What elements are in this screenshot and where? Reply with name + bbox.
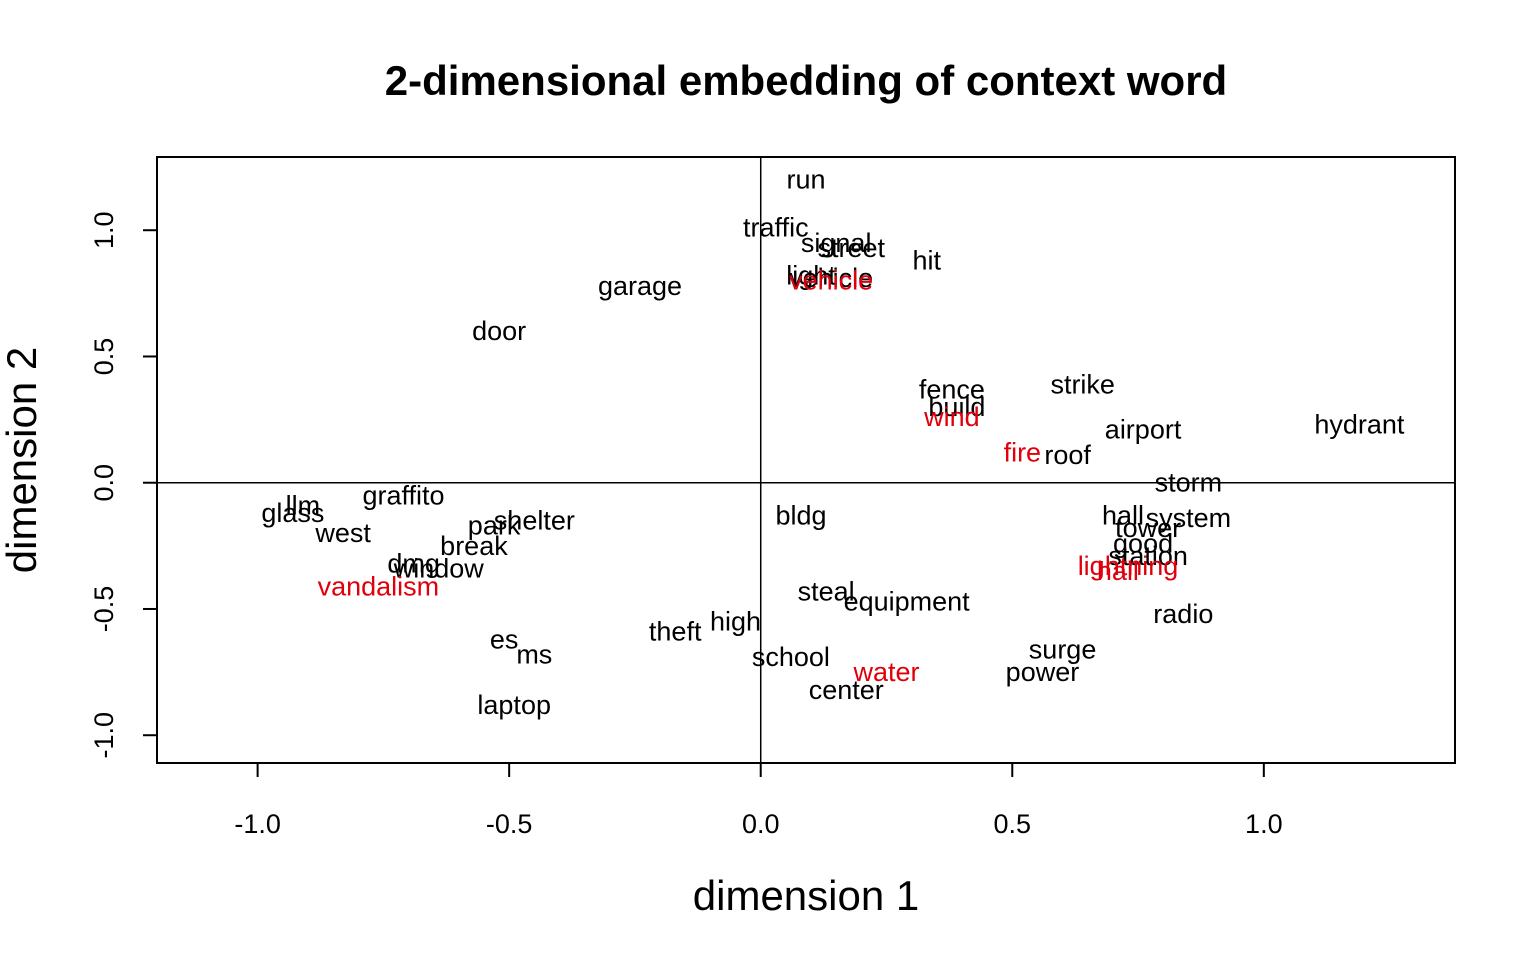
- x-axis-title: dimension 1: [693, 872, 919, 919]
- context-word-label: equipment: [844, 586, 971, 616]
- y-tick-label: 0.0: [89, 464, 119, 502]
- context-word-label: glass: [261, 498, 324, 528]
- context-word-label: park: [468, 511, 521, 541]
- context-word-label: garage: [598, 271, 682, 301]
- context-word-label: break: [440, 531, 508, 561]
- peril-word-label: vandalism: [318, 571, 440, 601]
- x-tick-label: -1.0: [234, 809, 281, 839]
- y-tick-label: -0.5: [89, 586, 119, 633]
- peril-word-label: lightning: [1078, 551, 1179, 581]
- context-word-label: hall: [1102, 501, 1144, 531]
- context-word-label: airport: [1105, 415, 1182, 445]
- context-word-label: west: [314, 518, 371, 548]
- context-word-label: power: [1006, 657, 1080, 687]
- context-word-label: station: [1108, 541, 1188, 571]
- context-word-label: window: [393, 554, 485, 584]
- x-tick-label: -0.5: [486, 809, 533, 839]
- context-word-label: hit: [912, 246, 941, 276]
- context-word-label: vehicle: [789, 263, 873, 293]
- chart-title: 2-dimensional embedding of context word: [385, 57, 1227, 104]
- context-word-label: es: [490, 624, 519, 654]
- context-word-label: llm: [286, 490, 321, 520]
- peril-word-label: hail: [1097, 556, 1139, 586]
- context-word-label: radio: [1153, 599, 1213, 629]
- context-word-label: roof: [1044, 440, 1091, 470]
- peril-word-label: wind: [923, 402, 980, 432]
- context-word-label: surge: [1029, 634, 1097, 664]
- context-word-label: build: [928, 392, 985, 422]
- context-word-label: street: [818, 233, 886, 263]
- context-word-label: dmg: [387, 549, 440, 579]
- y-axis-title: dimension 2: [0, 347, 45, 573]
- context-word-label: center: [809, 675, 884, 705]
- x-tick-label: 1.0: [1245, 809, 1283, 839]
- context-word-label: run: [786, 165, 825, 195]
- context-word-label: steal: [798, 576, 855, 606]
- context-word-label: shelter: [494, 506, 575, 536]
- y-tick-label: 0.5: [89, 338, 119, 376]
- context-word-label: door: [472, 316, 526, 346]
- peril-word-label: fire: [1004, 437, 1042, 467]
- context-word-label: ms: [516, 639, 552, 669]
- context-word-label: theft: [649, 617, 702, 647]
- context-word-label: good: [1113, 528, 1173, 558]
- context-word-label: laptop: [477, 690, 551, 720]
- context-word-label: fence: [919, 374, 985, 404]
- context-word-label: tower: [1115, 513, 1181, 543]
- context-word-label: bldg: [775, 501, 826, 531]
- context-word-label: light: [786, 261, 836, 291]
- reference-lines: [157, 157, 1455, 763]
- context-word-label: storm: [1155, 468, 1223, 498]
- peril-word-label: water: [852, 657, 919, 687]
- context-word-label: high: [710, 607, 761, 637]
- context-word-label: traffic: [743, 213, 809, 243]
- context-word-label: hydrant: [1314, 410, 1405, 440]
- context-word-label: strike: [1050, 369, 1115, 399]
- y-axis: -1.0 -0.5 0.0 0.5 1.0: [89, 211, 158, 759]
- context-word-label: signal: [801, 228, 872, 258]
- x-tick-label: 0.5: [993, 809, 1031, 839]
- context-word-label: system: [1146, 503, 1232, 533]
- context-word-label: school: [752, 642, 830, 672]
- peril-word-label: vehicle: [789, 266, 873, 296]
- x-axis: -1.0 -0.5 0.0 0.5 1.0: [234, 762, 1283, 839]
- context-word-label: graffito: [362, 480, 444, 510]
- y-tick-label: 1.0: [89, 211, 119, 249]
- y-tick-label: -1.0: [89, 712, 119, 759]
- x-tick-label: 0.0: [742, 809, 780, 839]
